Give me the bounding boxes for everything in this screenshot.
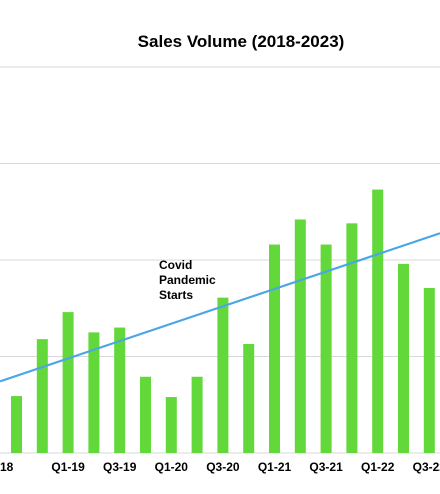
bar-Q2-20: [165, 397, 177, 453]
bar-Q4-21: [320, 244, 332, 453]
bar-Q1-22: [346, 223, 358, 453]
x-tick-label: Q3-22: [413, 460, 440, 474]
bar-Q2-19: [62, 312, 74, 453]
chart-title: Sales Volume (2018-2023): [137, 32, 345, 51]
x-tick-label: Q3-21: [309, 460, 343, 474]
bar-Q1-20: [140, 376, 151, 453]
annotation-line: Starts: [159, 288, 193, 302]
bar-Q2-22: [372, 189, 384, 453]
x-tick-label: Q3-19: [103, 460, 137, 474]
x-tick-label: Q1-19: [51, 460, 85, 474]
bar-Q3-20: [191, 376, 203, 453]
bar-Q4-20: [217, 297, 229, 453]
bar-Q3-22: [398, 263, 409, 453]
bar-Q1-21: [243, 343, 255, 453]
bar-Q4-22: [423, 287, 435, 453]
bar-Q3-19: [88, 332, 100, 454]
bar-series: [11, 189, 435, 454]
x-tick-label: Q3-20: [206, 460, 240, 474]
x-tick-label: Q1-22: [361, 460, 395, 474]
bar-Q4-18: [11, 396, 22, 453]
annotation-line: Covid: [159, 258, 192, 272]
x-tick-label: 18: [0, 460, 14, 474]
bar-Q2-21: [269, 244, 280, 453]
x-tick-label: Q1-21: [258, 460, 292, 474]
trendline: [0, 232, 440, 383]
bar-Q1-19: [36, 339, 48, 453]
x-tick-label: Q1-20: [155, 460, 189, 474]
bar-Q4-19: [114, 327, 126, 453]
bar-Q3-21: [294, 219, 306, 453]
annotation-line: Pandemic: [159, 273, 216, 287]
x-axis-tick-labels: 18 Q1-19 Q3-19 Q1-20 Q3-20 Q1-21 Q3-21 Q1-22 Q3-…: [0, 460, 440, 474]
